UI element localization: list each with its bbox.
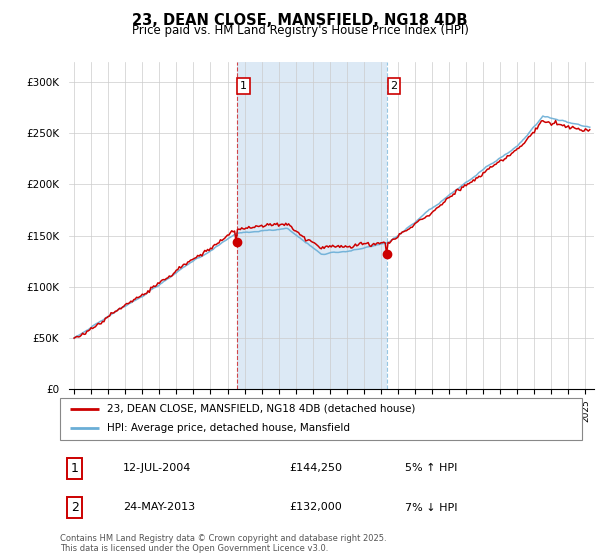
Text: £144,250: £144,250	[290, 463, 343, 473]
Text: 2: 2	[71, 501, 79, 514]
FancyBboxPatch shape	[60, 398, 582, 440]
Text: 12-JUL-2004: 12-JUL-2004	[122, 463, 191, 473]
Text: £132,000: £132,000	[290, 502, 343, 512]
Text: 1: 1	[71, 462, 79, 475]
Text: 24-MAY-2013: 24-MAY-2013	[122, 502, 195, 512]
Text: 7% ↓ HPI: 7% ↓ HPI	[404, 502, 457, 512]
Text: Contains HM Land Registry data © Crown copyright and database right 2025.
This d: Contains HM Land Registry data © Crown c…	[60, 534, 386, 553]
Text: 1: 1	[240, 81, 247, 91]
Text: 23, DEAN CLOSE, MANSFIELD, NG18 4DB: 23, DEAN CLOSE, MANSFIELD, NG18 4DB	[132, 13, 468, 28]
Bar	[237, 62, 387, 389]
Text: HPI: Average price, detached house, Mansfield: HPI: Average price, detached house, Mans…	[107, 423, 350, 433]
Text: Price paid vs. HM Land Registry's House Price Index (HPI): Price paid vs. HM Land Registry's House …	[131, 24, 469, 37]
Text: 23, DEAN CLOSE, MANSFIELD, NG18 4DB (detached house): 23, DEAN CLOSE, MANSFIELD, NG18 4DB (det…	[107, 404, 415, 414]
Text: 5% ↑ HPI: 5% ↑ HPI	[404, 463, 457, 473]
Text: 2: 2	[391, 81, 398, 91]
